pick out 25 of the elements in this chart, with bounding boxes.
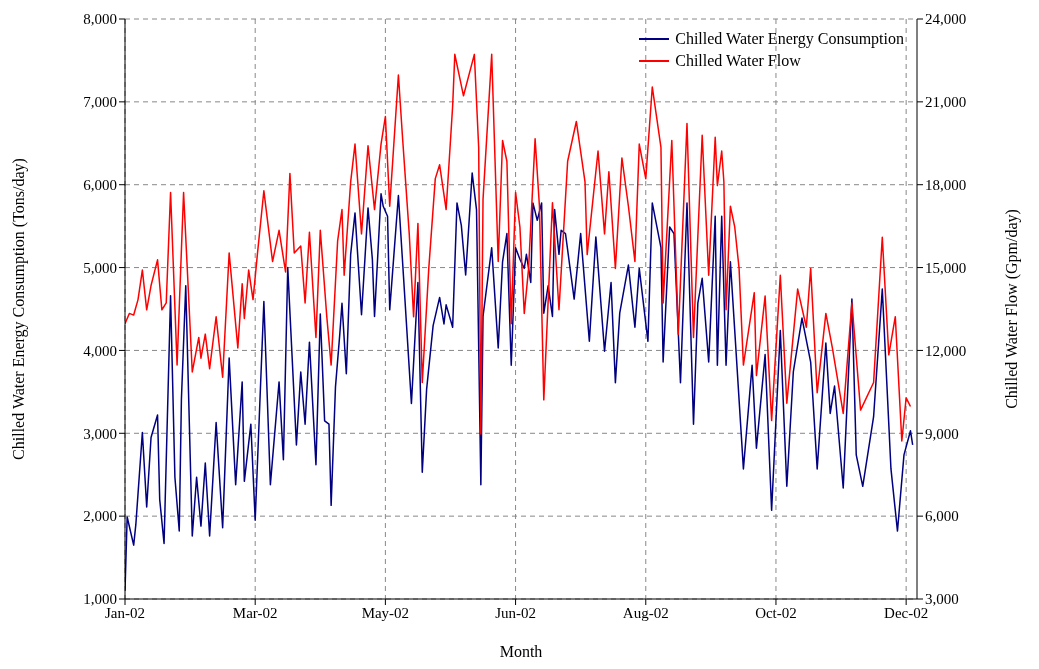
y-axis-title: Chilled Water Energy Consumption (Tons/day) (9, 158, 28, 460)
x-axis-title: Month (499, 643, 543, 660)
line-series (125, 53, 912, 442)
x-tick-label: Jun-02 (495, 604, 536, 621)
y2-tick-label: 12,000 (925, 342, 967, 359)
legend-label: Chilled Water Energy Consumption (675, 29, 904, 50)
x-tick-label: May-02 (361, 604, 410, 621)
y-tick-label: 6,000 (83, 177, 117, 194)
y-tick-label: 8,000 (83, 11, 117, 28)
y-tick-label: 3,000 (83, 425, 117, 442)
y2-tick-label: 21,000 (925, 94, 967, 111)
legend-label: Chilled Water Flow (675, 51, 801, 71)
y2-axis-title: Chilled Water Flow (Gpm/day) (1002, 209, 1021, 409)
x-tick-label: Oct-02 (755, 604, 797, 621)
y2-tick-label: 15,000 (925, 259, 967, 276)
y2-tick-label: 9,000 (925, 425, 959, 442)
y-tick-label: 5,000 (83, 259, 117, 276)
y2-tick-label: 6,000 (925, 508, 959, 525)
x-tick-label: Mar-02 (232, 604, 278, 621)
y2-tick-label: 18,000 (925, 177, 967, 194)
y-tick-label: 2,000 (83, 508, 117, 525)
y2-tick-label: 24,000 (925, 11, 967, 28)
y-tick-label: 4,000 (83, 342, 117, 359)
x-tick-label: Aug-02 (622, 604, 669, 621)
y-tick-label: 7,000 (83, 94, 117, 111)
